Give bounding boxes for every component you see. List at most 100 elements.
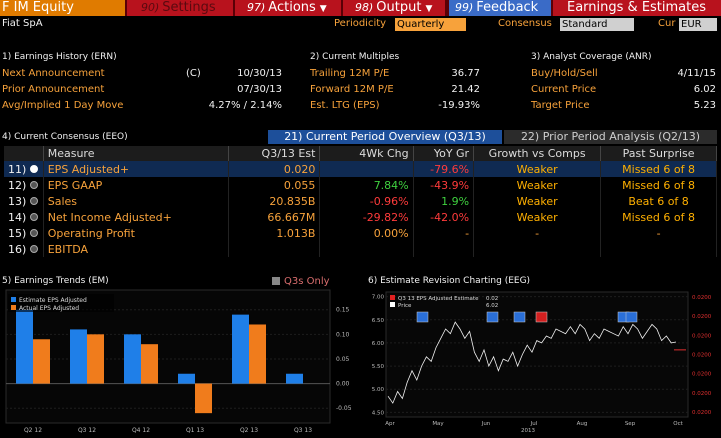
right-tick-label: 0.0200 (692, 314, 712, 320)
est-cell (228, 241, 321, 257)
estimate-revision-chart: 7.00 6.50 6.00 5.50 5.00 4.50 0.0200 0.0200 0.02… (366, 287, 721, 435)
row-select[interactable]: 12) (4, 177, 44, 193)
table-row[interactable]: 12) EPS GAAP 0.055 7.84% -43.9% Weaker M… (4, 177, 717, 193)
tab-prior-period[interactable]: 22) Prior Period Analysis (Q2/13) (504, 130, 717, 144)
row-select[interactable]: 16) (4, 241, 44, 257)
x-tick-label: Sep (625, 421, 636, 427)
table-row[interactable]: 11) EPS Adjusted+ 0.020 -79.6% Weaker Mi… (4, 161, 717, 177)
surprise-cell[interactable]: Missed 6 of 8 (600, 161, 717, 177)
earnings-trends-title[interactable]: 5) Earnings Trends (EM) (2, 276, 109, 286)
avg-move-value: 4.27% / 2.14% (208, 100, 282, 111)
output-menu-button[interactable]: 98) Output ▼ (343, 0, 445, 16)
header-est[interactable]: Q3/13 Est (228, 146, 321, 161)
surprise-cell[interactable] (600, 241, 717, 257)
periodicity-select[interactable]: Quarterly (395, 18, 466, 31)
table-row[interactable]: 14) Net Income Adjusted+ 66.667M -29.82%… (4, 209, 717, 225)
row-select[interactable]: 13) (4, 193, 44, 209)
header-past-surprise[interactable]: Past Surprise (600, 146, 717, 161)
radio-icon[interactable] (29, 180, 38, 189)
estimate-revision-title[interactable]: 6) Estimate Revision Charting (EEG) (368, 276, 531, 286)
surprise-cell[interactable]: Beat 6 of 8 (600, 193, 717, 209)
table-header-row: Measure Q3/13 Est 4Wk Chg YoY Gr Growth … (4, 146, 717, 161)
feedback-button[interactable]: 99) Feedback (449, 0, 551, 16)
est-ltg-label: Est. LTG (EPS) (310, 100, 380, 111)
actions-shortcut: 97) (247, 1, 266, 14)
radio-icon[interactable] (29, 244, 38, 253)
surprise-cell[interactable]: - (600, 225, 717, 241)
feedback-shortcut: 99) (455, 1, 474, 14)
legend-box (8, 294, 114, 312)
surprise-cell[interactable]: Missed 6 of 8 (600, 177, 717, 193)
x-tick-label: Jul (530, 421, 538, 427)
revision-flag-icon (416, 311, 429, 323)
next-announcement-label: Next Announcement (2, 68, 105, 79)
growth-cell: Weaker (473, 193, 602, 209)
header-growth-vs-comps[interactable]: Growth vs Comps (473, 146, 602, 161)
y-tick-label: 4.50 (372, 410, 385, 416)
bar-actual (33, 339, 50, 384)
measure-cell[interactable]: Sales (43, 193, 230, 209)
surprise-cell[interactable]: Missed 6 of 8 (600, 209, 717, 225)
yoy-cell: 1.9% (413, 193, 475, 209)
header-yoy-gr[interactable]: YoY Gr (413, 146, 475, 161)
actions-menu-button[interactable]: 97) Actions ▼ (235, 0, 341, 16)
checkbox-icon[interactable] (272, 277, 280, 285)
row-select[interactable]: 15) (4, 225, 44, 241)
legend-label: Price (398, 303, 412, 309)
measure-cell[interactable]: EBITDA (43, 241, 230, 257)
row-select[interactable]: 14) (4, 209, 44, 225)
bar-estimate (16, 309, 33, 384)
periodicity-label: Periodicity (334, 18, 387, 29)
module-title: Earnings & Estimates (553, 0, 721, 16)
q3s-only-label[interactable]: Q3s Only (284, 276, 330, 287)
measure-cell[interactable]: EPS Adjusted+ (43, 161, 230, 177)
current-price-value: 6.02 (693, 84, 716, 95)
table-row[interactable]: 15) Operating Profit 1.013B 0.00% - - - (4, 225, 717, 241)
output-shortcut: 98) (355, 1, 374, 14)
y-tick-label: 5.50 (372, 364, 385, 370)
y-tick-label: 0.00 (336, 381, 350, 388)
row-number: 11) (8, 162, 27, 176)
x-tick-label: Q2 13 (240, 427, 258, 434)
radio-icon[interactable] (29, 212, 38, 221)
yoy-cell: -79.6% (413, 161, 475, 177)
chg-cell: 0.00% (319, 225, 414, 241)
legend-label: Q3 13 EPS Adjusted Estimate (398, 296, 479, 302)
x-tick-label: Q3 13 (294, 427, 312, 434)
row-select[interactable]: 11) (4, 161, 44, 177)
legend-swatch (11, 297, 16, 302)
current-consensus-title[interactable]: 4) Current Consensus (EEO) (2, 132, 128, 142)
tab-current-period[interactable]: 21) Current Period Overview (Q3/13) (268, 130, 502, 144)
security-ticker[interactable]: F IM Equity (0, 0, 125, 16)
plot-area (385, 291, 689, 418)
trailing-pe-value: 36.77 (451, 68, 480, 79)
output-label: Output (376, 0, 422, 15)
chevron-down-icon: ▼ (319, 4, 327, 14)
header-measure[interactable]: Measure (43, 146, 230, 161)
next-announcement-value: 10/30/13 (237, 68, 282, 79)
x-tick-label: Oct (673, 421, 683, 427)
x-year-label: 2013 (521, 428, 535, 434)
measure-cell[interactable]: Operating Profit (43, 225, 230, 241)
radio-icon[interactable] (29, 228, 38, 237)
measure-cell[interactable]: EPS GAAP (43, 177, 230, 193)
table-row[interactable]: 16) EBITDA (4, 241, 717, 257)
chg-cell (319, 161, 414, 177)
x-tick-label: Aug (577, 421, 588, 427)
currency-select[interactable]: EUR (679, 18, 717, 31)
est-ltg-value: -19.93% (438, 100, 480, 111)
estimate-revision-svg: 7.00 6.50 6.00 5.50 5.00 4.50 0.0200 0.0200 0.02… (372, 291, 712, 434)
header-4wk-chg[interactable]: 4Wk Chg (319, 146, 414, 161)
target-price-value: 5.23 (693, 100, 716, 111)
analyst-coverage-title[interactable]: 3) Analyst Coverage (ANR) (531, 52, 652, 62)
settings-menu-button[interactable]: 90) Settings (127, 0, 233, 16)
consensus-select[interactable]: Standard (560, 18, 634, 31)
x-tick-label: Q2 12 (24, 427, 42, 434)
est-cell: 0.055 (228, 177, 321, 193)
radio-icon[interactable] (29, 196, 38, 205)
table-row[interactable]: 13) Sales 20.835B -0.96% 1.9% Weaker Bea… (4, 193, 717, 209)
measure-cell[interactable]: Net Income Adjusted+ (43, 209, 230, 225)
radio-icon[interactable] (29, 164, 38, 173)
earnings-history-title[interactable]: 1) Earnings History (ERN) (2, 52, 117, 62)
growth-cell: Weaker (473, 209, 602, 225)
